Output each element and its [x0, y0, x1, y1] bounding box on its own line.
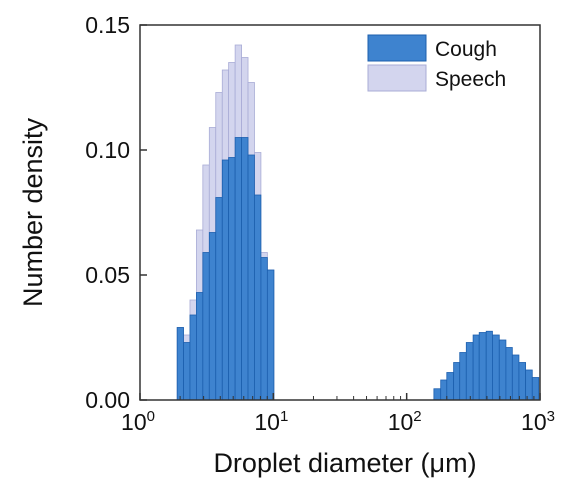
cough-bar-25 [498, 339, 507, 401]
ticks-layer: 0.00 0.05 0.10 0.15 100 101 102 103 [85, 12, 555, 435]
x-tick-label-1: 101 [254, 408, 288, 435]
speech-legend-label: Speech [435, 68, 506, 91]
cough-bar-15 [433, 388, 442, 401]
cough-bar-4 [202, 252, 210, 401]
cough-bar-6 [215, 197, 223, 401]
cough-bar-30 [531, 377, 540, 401]
cough-bar-5 [208, 232, 217, 401]
cough-bar-22 [478, 332, 487, 401]
y-tick-label-3: 0.15 [85, 12, 130, 38]
x-tick-label-0: 100 [121, 408, 155, 435]
y-tick-label-2: 0.10 [85, 137, 130, 163]
cough-bar-13 [260, 257, 268, 401]
speech-legend-swatch [367, 64, 427, 92]
cough-bar-9 [234, 137, 242, 401]
cough-bar-8 [228, 157, 236, 401]
cough-legend-label: Cough [435, 38, 497, 61]
legend: Cough Speech [367, 34, 506, 92]
bars-layer [176, 44, 540, 401]
cough-bar-0 [176, 327, 184, 401]
cough-bar-12 [254, 194, 262, 401]
cough-legend-swatch [367, 34, 427, 62]
cough-bar-24 [492, 334, 500, 401]
cough-bar-27 [511, 354, 520, 401]
cough-bar-16 [440, 379, 448, 401]
x-tick-label-2: 102 [388, 408, 422, 435]
cough-bar-10 [241, 137, 249, 401]
cough-bar-23 [485, 330, 493, 401]
cough-bar-7 [221, 159, 230, 401]
cough-bar-28 [518, 362, 527, 401]
cough-bar-1 [183, 342, 191, 401]
x-axis-label: Droplet diameter (μm) [213, 448, 476, 478]
cough-bar-21 [472, 334, 480, 401]
cough-bar-2 [189, 314, 197, 401]
cough-bar-14 [266, 269, 275, 401]
cough-bar-17 [446, 372, 455, 401]
cough-bar-11 [247, 154, 255, 401]
cough-bar-19 [459, 352, 467, 401]
y-tick-label-0: 0.00 [85, 387, 130, 413]
cough-bar-26 [505, 347, 513, 401]
y-tick-label-1: 0.05 [85, 262, 130, 288]
x-tick-label-3: 103 [521, 408, 555, 435]
cough-bar-3 [196, 292, 204, 401]
y-axis-label: Number density [18, 117, 48, 307]
cough-bar-18 [453, 362, 461, 401]
cough-bar-29 [525, 369, 533, 401]
cough-bar-20 [465, 342, 474, 401]
plot-frame [139, 24, 541, 401]
